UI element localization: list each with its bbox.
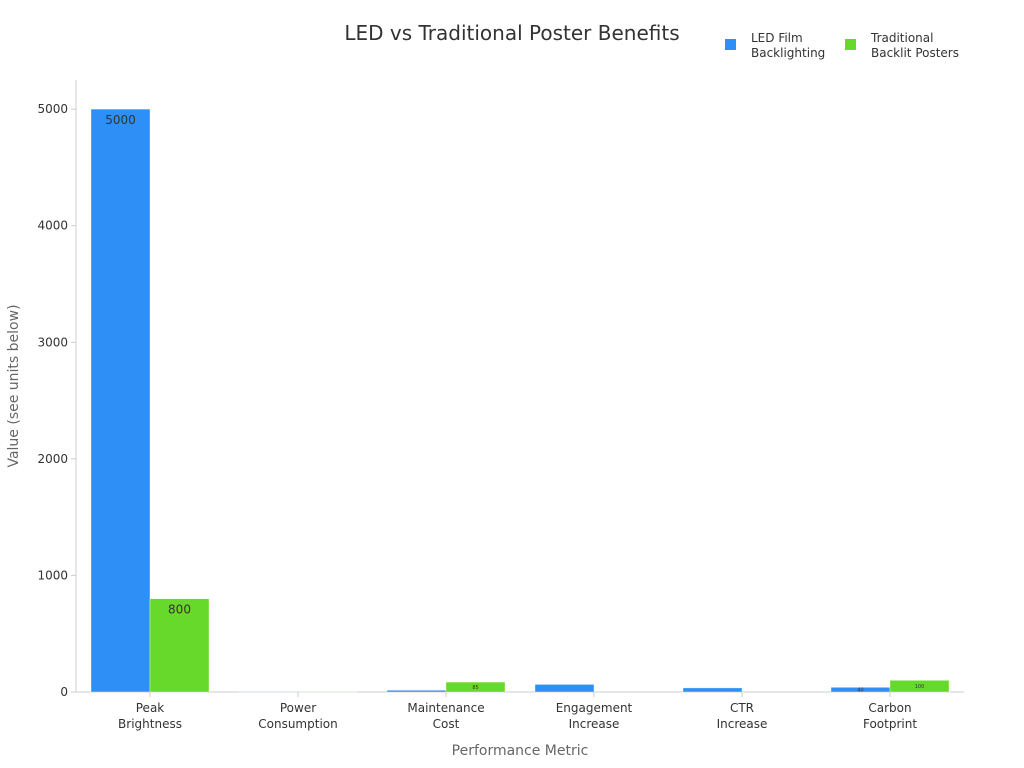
bar-led bbox=[534, 684, 595, 693]
y-axis-ticks: 0 1000 2000 3000 4000 5000 bbox=[37, 102, 76, 699]
data-label: 100 bbox=[915, 684, 925, 690]
x-tick-label: Power Consumption bbox=[258, 701, 337, 731]
y-axis-title: Value (see units below) bbox=[6, 304, 22, 467]
legend: LED Film Backlighting Traditional Backlit P… bbox=[725, 31, 959, 60]
bar-traditional bbox=[445, 681, 506, 693]
y-tick-label: 2000 bbox=[37, 452, 68, 466]
x-axis-title: Performance Metric bbox=[452, 743, 589, 759]
y-tick-label: 1000 bbox=[37, 568, 68, 582]
x-tick-label: CTR Increase bbox=[717, 701, 768, 731]
bar-traditional bbox=[149, 598, 210, 693]
data-label: 5000 bbox=[105, 113, 136, 127]
y-tick-label: 3000 bbox=[37, 335, 68, 349]
y-tick-label: 4000 bbox=[37, 219, 68, 233]
legend-label: Traditional Backlit Posters bbox=[870, 31, 959, 60]
y-tick-label: 5000 bbox=[37, 102, 68, 116]
legend-swatch bbox=[725, 39, 736, 50]
bar-led bbox=[90, 108, 151, 693]
y-tick-label: 0 bbox=[60, 685, 68, 699]
data-label: 800 bbox=[168, 603, 191, 617]
x-tick-label: Peak Brightness bbox=[118, 701, 182, 731]
bars: 5000 800 85 40 100 bbox=[90, 108, 950, 693]
legend-label: LED Film Backlighting bbox=[751, 31, 825, 60]
x-axis-ticks: Peak Brightness Power Consumption Maintenanc… bbox=[118, 692, 917, 731]
data-label: 40 bbox=[857, 687, 863, 693]
bar-led bbox=[682, 687, 743, 693]
bar-traditional bbox=[889, 680, 950, 693]
chart-title: LED vs Traditional Poster Benefits bbox=[344, 21, 679, 45]
data-label: 85 bbox=[472, 685, 478, 691]
x-tick-label: Maintenance Cost bbox=[407, 701, 484, 731]
x-tick-label: Carbon Footprint bbox=[863, 701, 917, 731]
x-tick-label: Engagement Increase bbox=[556, 701, 633, 731]
legend-swatch bbox=[845, 39, 856, 50]
bar-led bbox=[386, 689, 447, 693]
